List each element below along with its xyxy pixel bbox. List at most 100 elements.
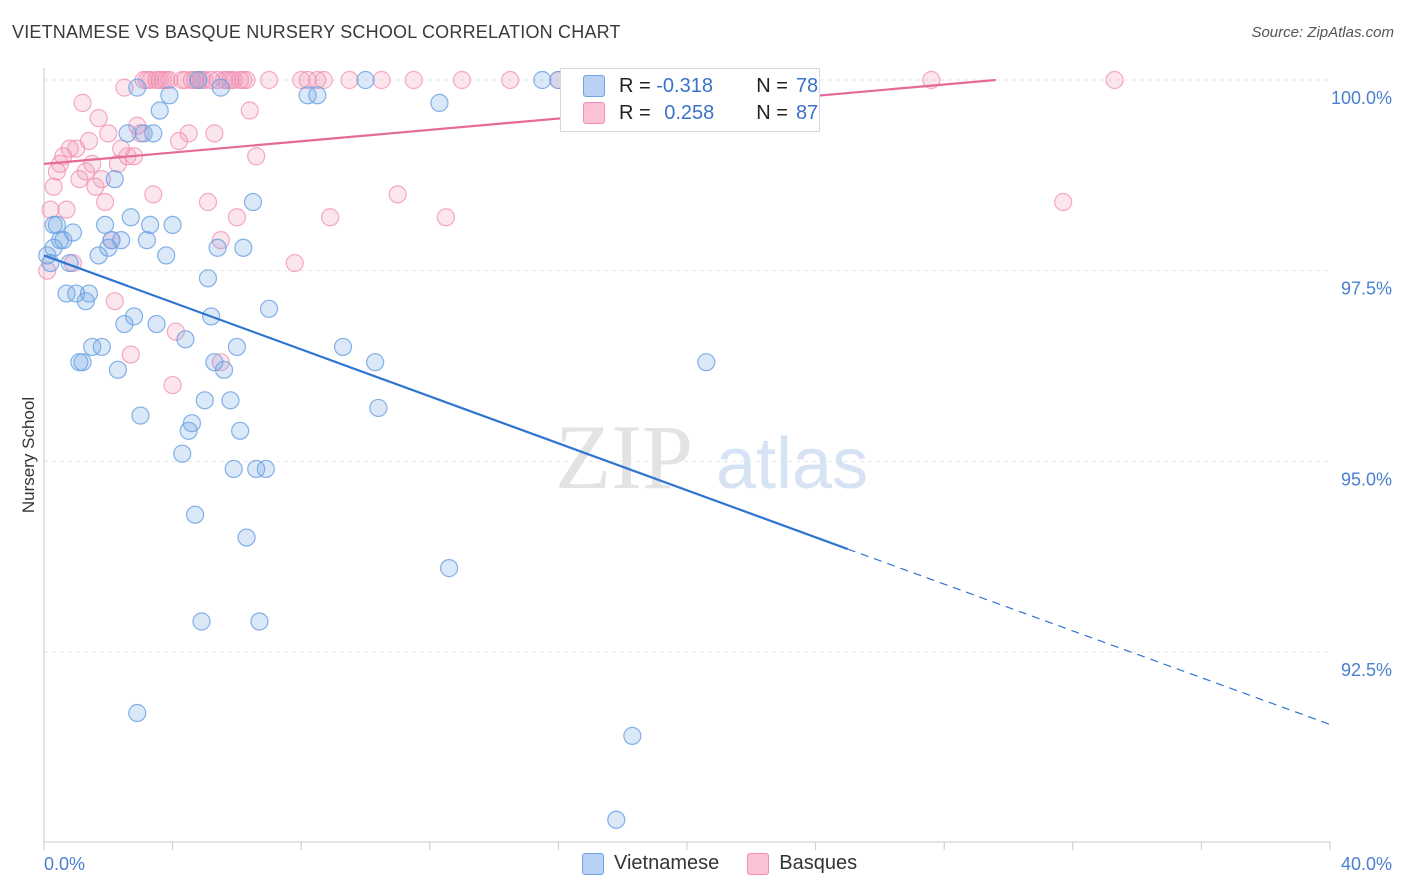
- basques-point: [163, 375, 182, 395]
- basques-point: [298, 70, 317, 90]
- basques-point: [404, 70, 423, 90]
- basques-point: [202, 70, 221, 90]
- vietnamese-point: [298, 86, 317, 105]
- basques-point: [179, 124, 198, 143]
- watermark-atlas: atlas: [716, 424, 868, 504]
- vietnamese-point: [208, 238, 227, 257]
- legend-item-basques: Basques: [747, 852, 857, 875]
- vietnamese-point: [67, 284, 86, 303]
- basques-point: [83, 154, 102, 173]
- trend-lines: [43, 78, 1331, 726]
- vietnamese-point: [369, 398, 388, 418]
- basques-point: [105, 292, 124, 311]
- legend-r-value: -0.318: [656, 74, 713, 97]
- legend-n-label: N =: [756, 74, 788, 97]
- vietnamese-point: [176, 330, 195, 349]
- vietnamese-point: [231, 421, 250, 440]
- vietnamese-point: [44, 238, 63, 257]
- basques-point: [115, 78, 134, 97]
- vietnamese-point: [144, 124, 163, 143]
- vietnamese-point: [439, 559, 459, 578]
- vietnamese-point: [124, 307, 144, 326]
- x-tick-labels: 0.0% 40.0%: [44, 854, 1392, 874]
- vietnamese-point: [198, 269, 218, 288]
- vietnamese-points: [38, 70, 716, 829]
- legend-label-basques: Basques: [779, 852, 858, 874]
- vietnamese-point: [256, 459, 275, 479]
- vietnamese-point: [108, 360, 128, 379]
- vietnamese-point: [227, 337, 246, 357]
- y-tick-label: 95.0%: [1341, 469, 1392, 489]
- vietnamese-point: [214, 360, 234, 379]
- vietnamese-point: [430, 93, 449, 112]
- vietnamese-point: [211, 78, 230, 97]
- legend-n-label: N =: [756, 101, 788, 124]
- x-tick-label: 40.0%: [1341, 854, 1392, 874]
- legend-n-value: 78: [795, 74, 819, 97]
- basques-points: [38, 70, 1124, 395]
- basques-point: [1105, 70, 1124, 90]
- basques-point: [247, 147, 266, 166]
- y-axis-label: Nursery School: [19, 397, 38, 513]
- basques-point: [166, 322, 185, 341]
- vietnamese-point: [92, 337, 111, 357]
- y-tick-label: 97.5%: [1341, 279, 1392, 299]
- vietnamese-point: [147, 314, 166, 334]
- vietnamese-point: [182, 414, 201, 433]
- legend-r-label: R =: [619, 74, 651, 97]
- vietnamese-point: [44, 215, 63, 235]
- series-legend: Vietnamese Basques: [582, 852, 885, 875]
- vietnamese-point: [173, 444, 192, 463]
- vietnamese-point: [95, 215, 115, 235]
- vietnamese-point: [237, 528, 256, 547]
- basques-point: [198, 192, 218, 212]
- basques-point: [60, 139, 79, 158]
- legend-label-vietnamese: Vietnamese: [614, 852, 720, 874]
- basques-point: [388, 185, 407, 204]
- vietnamese-point: [128, 78, 147, 97]
- y-tick-label: 100.0%: [1331, 88, 1392, 108]
- source-label: Source: ZipAtlas.com: [1251, 24, 1394, 41]
- vietnamese-point: [157, 246, 176, 265]
- vietnamese-point: [112, 231, 131, 250]
- basques-point: [95, 192, 115, 212]
- basques-point: [57, 200, 76, 219]
- basques-point: [99, 124, 118, 143]
- basques-point: [340, 70, 359, 90]
- vietnamese-point: [160, 86, 179, 105]
- vietnamese-point: [140, 215, 160, 235]
- basques-point: [314, 70, 333, 90]
- basques-point: [89, 109, 108, 128]
- basques-trend-line: [43, 78, 996, 165]
- axes: [43, 68, 1331, 850]
- vietnamese-point: [195, 391, 214, 410]
- vietnamese-point: [607, 810, 626, 829]
- correlation-legend: R = -0.318 N = 78 R = 0.258 N = 87: [560, 68, 820, 132]
- legend-swatch-basques: [583, 102, 605, 124]
- vietnamese-point: [128, 703, 147, 723]
- basques-point: [169, 131, 189, 151]
- grid-lines: [44, 79, 1330, 653]
- vietnamese-point: [186, 505, 205, 524]
- legend-swatch-vietnamese: [583, 75, 605, 97]
- basques-point: [501, 70, 520, 90]
- basques-point: [237, 70, 256, 90]
- chart-title: VIETNAMESE VS BASQUE NURSERY SCHOOL CORR…: [12, 22, 621, 42]
- vietnamese-point: [63, 223, 83, 242]
- vietnamese-point: [533, 70, 552, 90]
- vietnamese-point: [247, 459, 266, 479]
- legend-swatch-basques: [747, 852, 770, 875]
- basques-point: [92, 170, 111, 189]
- watermark-zip: ZIP: [555, 406, 693, 508]
- basques-point: [176, 70, 195, 90]
- basques-point: [308, 70, 327, 90]
- basques-point: [41, 200, 60, 219]
- vietnamese-point: [105, 170, 124, 189]
- vietnamese-point: [224, 459, 243, 479]
- basques-point: [452, 70, 472, 90]
- basques-point: [76, 162, 95, 181]
- basques-point: [86, 177, 105, 196]
- x-tick-label: 0.0%: [44, 854, 85, 874]
- vietnamese-point: [79, 284, 99, 303]
